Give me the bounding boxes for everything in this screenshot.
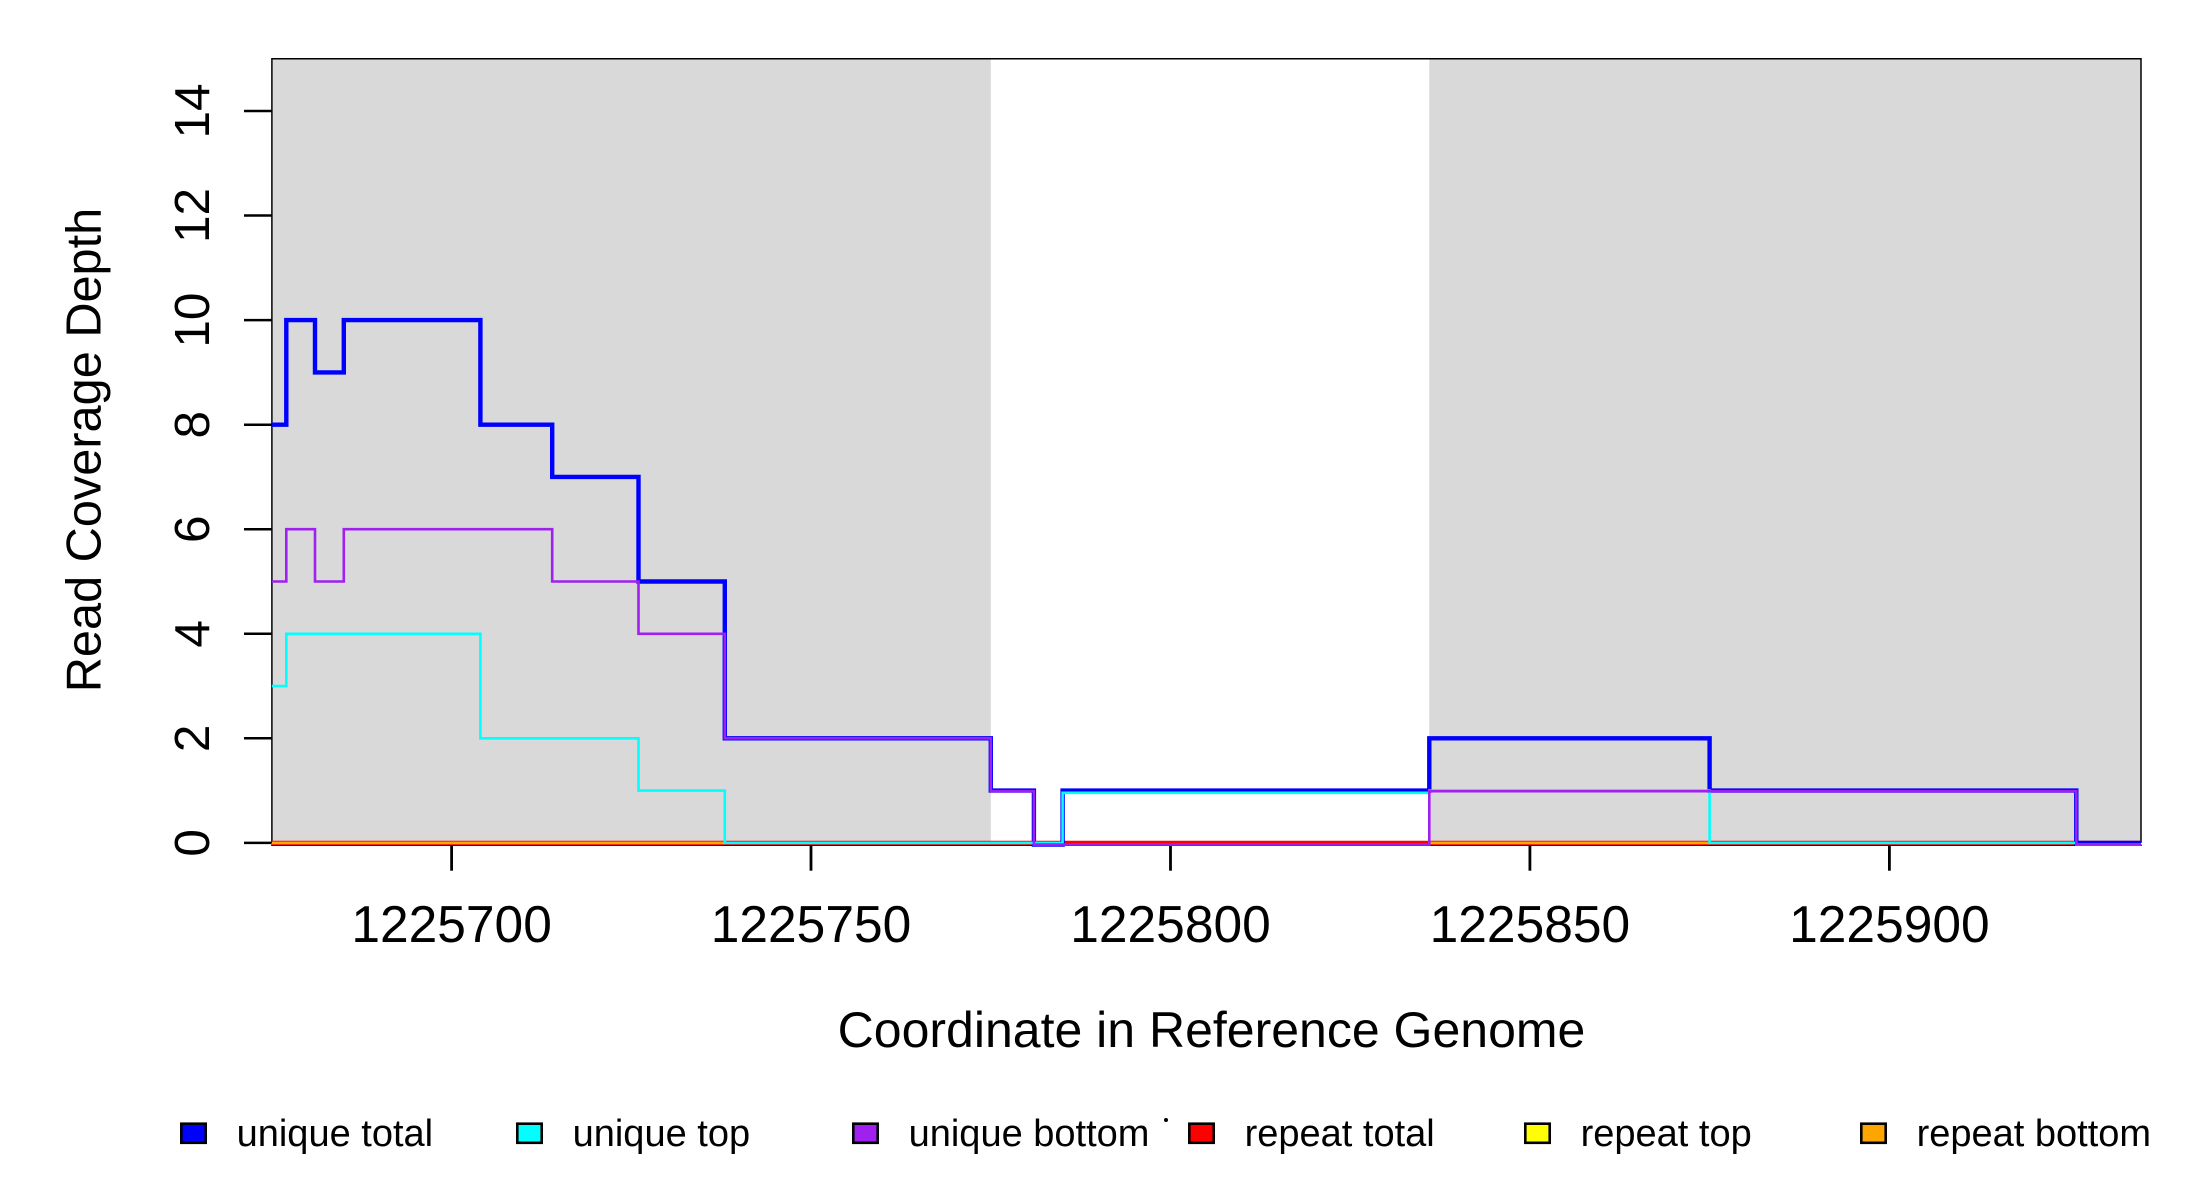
svg-text:0: 0 [165, 829, 220, 857]
svg-text:12: 12 [165, 188, 220, 243]
svg-text:repeat bottom: repeat bottom [1917, 1113, 2151, 1155]
svg-text:repeat total: repeat total [1245, 1113, 1435, 1155]
svg-text:repeat top: repeat top [1581, 1113, 1752, 1155]
svg-text:8: 8 [165, 411, 220, 439]
svg-text:4: 4 [165, 620, 220, 648]
svg-text:6: 6 [165, 515, 220, 543]
svg-text:unique top: unique top [573, 1113, 751, 1155]
svg-text:unique total: unique total [237, 1113, 434, 1155]
svg-text:1225700: 1225700 [351, 895, 552, 953]
svg-text:10: 10 [165, 293, 220, 348]
svg-text:Coordinate in Reference Genome: Coordinate in Reference Genome [838, 1002, 1586, 1058]
svg-text:1225800: 1225800 [1070, 895, 1271, 953]
svg-text:unique bottom: unique bottom [909, 1113, 1150, 1155]
svg-text:1225850: 1225850 [1430, 895, 1631, 953]
svg-text:Read Coverage Depth: Read Coverage Depth [58, 208, 112, 692]
svg-text:1225750: 1225750 [711, 895, 912, 953]
svg-text:2: 2 [165, 725, 220, 753]
svg-text:14: 14 [165, 83, 220, 138]
svg-text:1225900: 1225900 [1789, 895, 1990, 953]
